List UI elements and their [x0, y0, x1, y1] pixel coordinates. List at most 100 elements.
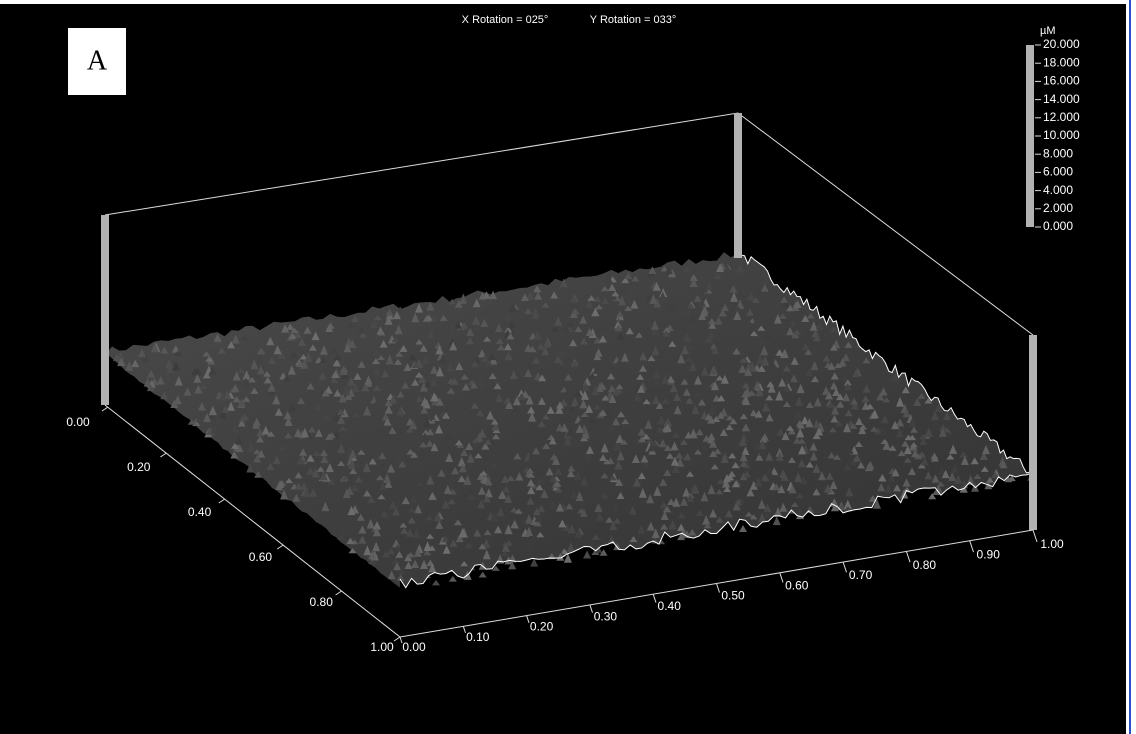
surface-peak — [267, 477, 276, 484]
surface-peak — [682, 487, 691, 497]
surface-peak — [780, 296, 789, 303]
surface-peak — [420, 397, 429, 407]
surface-peak — [463, 475, 472, 485]
surface-peak — [919, 433, 928, 440]
surface-peak — [455, 362, 464, 371]
surface-peak — [768, 361, 777, 368]
color-label: 8.000 — [1043, 146, 1073, 160]
surface-peak — [716, 478, 725, 485]
surface-peak — [435, 344, 444, 355]
surface-peak — [822, 386, 831, 395]
surface-peak — [704, 334, 713, 343]
surface-peak — [403, 362, 412, 372]
surface-edge — [399, 254, 1034, 589]
surface-peak — [547, 552, 556, 560]
surface-peak — [266, 463, 275, 470]
surface-peak — [480, 354, 489, 362]
surface-peak — [598, 335, 607, 343]
surface-peak — [719, 458, 728, 468]
surface-peak — [876, 392, 885, 401]
surface-peak — [470, 402, 479, 409]
surface-peak — [426, 533, 435, 539]
surface-peak — [491, 433, 500, 440]
surface-peak — [442, 545, 451, 554]
surface-peak — [554, 467, 563, 475]
surface-peak — [700, 305, 709, 315]
surface-peak — [363, 405, 372, 416]
surface-peak — [704, 385, 713, 393]
surface-peak — [460, 374, 469, 380]
surface-peak — [897, 450, 906, 457]
surface-peak — [647, 443, 656, 452]
surface-peak — [836, 393, 845, 401]
surface-peak — [357, 327, 366, 334]
surface-peak — [628, 505, 637, 515]
front-axis-label: 0.80 — [913, 558, 937, 572]
surface-peak — [513, 452, 522, 460]
surface-peak — [815, 426, 824, 436]
surface-peak — [801, 315, 810, 323]
surface-peak — [493, 382, 502, 390]
tick — [399, 636, 403, 644]
surface-peak — [566, 320, 575, 328]
front-axis-label: 0.10 — [466, 630, 490, 644]
surface-peak — [218, 409, 227, 420]
surface-peak — [646, 494, 655, 504]
surface-peak — [466, 452, 475, 463]
surface-peak — [700, 366, 709, 376]
surface-peak — [311, 331, 320, 341]
surface-peak — [559, 278, 568, 288]
surface-peak — [309, 487, 318, 497]
surface-peak — [760, 284, 769, 292]
surface-peak — [414, 303, 423, 313]
corner-post — [101, 215, 109, 405]
surface-peak — [534, 291, 543, 300]
surface-peak — [282, 374, 291, 382]
surface-peak — [569, 294, 578, 303]
surface-peak — [779, 469, 788, 478]
surface-peak — [810, 348, 819, 354]
surface-peak — [959, 451, 968, 458]
surface-peak — [359, 331, 368, 338]
surface-peak — [238, 415, 247, 424]
surface-peak — [504, 326, 513, 333]
surface-peak — [670, 456, 679, 466]
surface-peak — [252, 422, 261, 429]
surface-peak — [579, 337, 588, 345]
surface-peak — [662, 327, 671, 333]
front-axis-label: 0.30 — [594, 609, 618, 623]
surface-peak — [775, 452, 784, 461]
surface-peak — [504, 312, 513, 321]
surface-peak — [887, 473, 896, 482]
front-axis-label: 0.50 — [721, 589, 745, 603]
surface-peak — [404, 561, 413, 570]
surface-peak — [337, 460, 346, 467]
surface-peak — [611, 388, 620, 396]
surface-peak — [715, 375, 724, 381]
surface-peak — [752, 315, 761, 326]
surface-peak — [231, 334, 240, 344]
surface-peak — [480, 318, 489, 327]
surface-peak — [638, 487, 647, 498]
surface-peak — [483, 308, 492, 314]
surface-peak — [817, 471, 826, 481]
surface-peak — [555, 401, 564, 409]
surface-peak — [938, 428, 947, 437]
surface-peak — [799, 476, 808, 485]
surface-peak — [829, 325, 838, 333]
surface-peak — [754, 476, 763, 487]
surface-peak — [591, 307, 600, 317]
surface-peak — [720, 374, 729, 384]
surface-peak — [306, 411, 315, 419]
left-axis-label: 0.20 — [127, 460, 151, 474]
surface-peak — [902, 478, 911, 487]
surface-peak — [973, 473, 982, 479]
surface-peak — [484, 476, 493, 486]
surface-peak — [666, 375, 675, 383]
surface-peak — [934, 485, 943, 493]
surface-peak — [900, 488, 909, 499]
surface-peak — [363, 545, 372, 556]
tick — [393, 636, 401, 642]
surface-peak — [283, 411, 292, 420]
